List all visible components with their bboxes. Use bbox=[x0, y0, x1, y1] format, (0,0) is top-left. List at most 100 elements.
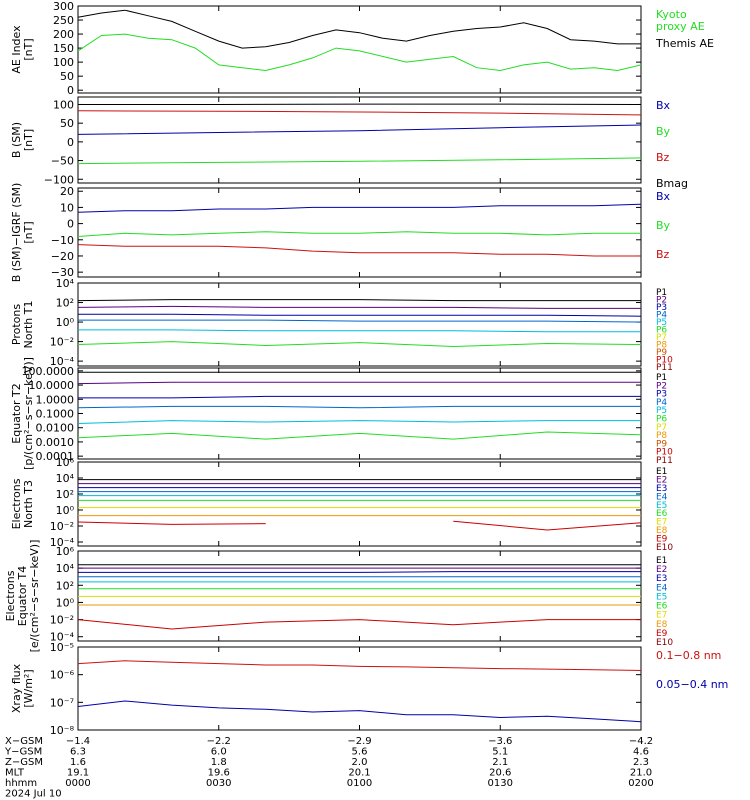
x-row-value: 0200 bbox=[628, 778, 653, 789]
y-tick-label: 10⁻⁴ bbox=[50, 355, 75, 368]
series-line-e3 bbox=[78, 571, 641, 573]
x-row-value: 0130 bbox=[488, 778, 513, 789]
y-tick-label: 10² bbox=[56, 488, 74, 501]
y-tick-label: 10⁶ bbox=[56, 545, 75, 558]
series-line-p5 bbox=[77, 420, 641, 424]
x-row-label: hhmm bbox=[5, 778, 37, 789]
panel-3: −30 −20 −10 0 10 20 B (SM)−IGRF (SM) [nT] Bx By Bz bbox=[10, 183, 671, 283]
y-axis-label: B (SM)−IGRF (SM) bbox=[10, 183, 23, 283]
y-tick-label: 0 bbox=[67, 136, 74, 149]
x-row-value: 1.8 bbox=[211, 757, 227, 768]
legend-entry: P7 bbox=[656, 423, 667, 433]
legend-entry: P7 bbox=[656, 333, 667, 343]
y-axis-label: Electrons bbox=[10, 478, 23, 529]
series-line-p6 bbox=[77, 341, 642, 348]
legend-entry: Bz bbox=[656, 151, 670, 164]
y-tick-label: 10⁰ bbox=[56, 596, 75, 609]
legend-entry: E4 bbox=[656, 583, 668, 593]
y-tick-label: −50 bbox=[51, 155, 74, 168]
legend-entry: E2 bbox=[656, 565, 667, 575]
x-row-value: 20.1 bbox=[348, 768, 370, 779]
y-tick-label: 10.0000 bbox=[29, 379, 75, 392]
y-axis-label: North T3 bbox=[22, 480, 35, 528]
series-line-e9 bbox=[77, 619, 641, 630]
y-tick-label: 10² bbox=[56, 297, 74, 310]
y-axis-label: [nT] bbox=[22, 129, 35, 151]
panel-7: 10⁻⁴ 10⁻² 10⁰ 10² 10⁴ 10⁶ Electrons Equator T4[… bbox=[4, 540, 673, 653]
legend-entry: P8 bbox=[656, 341, 667, 351]
x-row-value: 4.6 bbox=[633, 747, 649, 758]
y-tick-label: 50 bbox=[60, 70, 74, 83]
y-tick-label: 10⁻² bbox=[50, 520, 74, 533]
legend-entry: E5 bbox=[656, 592, 667, 602]
legend-entry: E9 bbox=[656, 535, 668, 545]
panel-2: −100 −50 0 50 100 B (SM) [nT] Bx By Bz Bmag bbox=[10, 96, 688, 190]
legend-entry: P3 bbox=[656, 390, 667, 400]
y-tick-label: 300 bbox=[53, 0, 74, 13]
legend-entry: E8 bbox=[656, 526, 668, 536]
panel-frame bbox=[77, 96, 642, 184]
y-tick-label: 20 bbox=[60, 185, 74, 198]
legend-entry: P1 bbox=[656, 373, 667, 383]
y-tick-label: −30 bbox=[51, 266, 74, 279]
y-tick-label: 10⁻⁸ bbox=[50, 724, 75, 737]
y-tick-label: 10⁻² bbox=[50, 614, 74, 627]
y-tick-label: 250 bbox=[53, 14, 74, 27]
series-line-p5 bbox=[78, 329, 641, 333]
y-axis-label: Equator T4 bbox=[16, 566, 29, 626]
legend-entry: By bbox=[656, 125, 671, 138]
y-axis-label: B (SM) bbox=[10, 122, 23, 158]
series-line-bx bbox=[77, 203, 642, 213]
y-tick-label: 10⁰ bbox=[56, 316, 75, 329]
legend-entry: P9 bbox=[656, 348, 667, 358]
legend-entry: E7 bbox=[656, 611, 667, 621]
legend-entry: E1 bbox=[656, 556, 667, 566]
x-row-value: 6.3 bbox=[70, 747, 86, 758]
y-tick-label: 10⁻⁵ bbox=[50, 641, 74, 654]
panel-8: 10⁻⁸ 10⁻⁷ 10⁻⁶ 10⁻⁵ Xray flux [W/m²] 0.1−0.8 n… bbox=[10, 641, 728, 737]
x-row-value: 2.1 bbox=[492, 757, 508, 768]
y-tick-label: −20 bbox=[51, 250, 74, 263]
panel-4: 10⁻⁴ 10⁻² 10⁰ 10² 10⁴ Protons North T1 P1P2P3P4… bbox=[10, 277, 673, 373]
series-line-p4 bbox=[77, 405, 641, 409]
legend-entry: E1 bbox=[656, 467, 667, 477]
legend-entry: P2 bbox=[656, 381, 667, 391]
legend-entry: By bbox=[656, 219, 671, 232]
x-row-value: 0100 bbox=[347, 778, 372, 789]
panel-frame bbox=[77, 282, 642, 367]
y-tick-label: 10⁻² bbox=[50, 336, 74, 349]
legend-entry: E3 bbox=[656, 484, 667, 494]
y-tick-label: 10⁻⁷ bbox=[50, 696, 74, 709]
y-axis-label: [p/(cm²−s−sr−keV)] bbox=[22, 357, 35, 470]
x-row-value: 19.1 bbox=[67, 768, 89, 779]
legend-entry: Bmag bbox=[656, 177, 688, 190]
legend-entry: P3 bbox=[656, 303, 667, 313]
x-row-value: −1.4 bbox=[66, 736, 90, 747]
y-axis-label: [nT] bbox=[22, 221, 35, 243]
y-tick-label: 100.0000 bbox=[22, 365, 75, 378]
x-row-value: 1.6 bbox=[70, 757, 86, 768]
series-line-p6 bbox=[77, 431, 642, 440]
legend-entry: E10 bbox=[656, 543, 673, 553]
x-row-value: 5.1 bbox=[492, 747, 508, 758]
legend-entry: E8 bbox=[656, 620, 668, 630]
x-row-value: 2.3 bbox=[633, 757, 649, 768]
legend-entry: Kyoto bbox=[656, 8, 687, 21]
x-row-label: Z−GSM bbox=[5, 757, 43, 768]
y-tick-label: 10⁻⁶ bbox=[50, 669, 75, 682]
legend-entry: Themis AE bbox=[655, 37, 714, 50]
legend-entry: P1 bbox=[656, 288, 667, 298]
legend-entry: E7 bbox=[656, 518, 667, 528]
y-tick-label: 100 bbox=[53, 56, 74, 69]
legend-entry: P11 bbox=[656, 363, 673, 373]
legend-entry: Bx bbox=[656, 99, 671, 112]
y-tick-label: 10⁰ bbox=[56, 504, 75, 517]
y-axis-label: Xray flux bbox=[10, 663, 23, 713]
x-row-value: −4.2 bbox=[629, 736, 653, 747]
panel-frame bbox=[77, 646, 642, 731]
y-tick-label: 10⁻⁴ bbox=[50, 536, 75, 549]
legend-entry: P9 bbox=[656, 439, 667, 449]
x-row-value: 0000 bbox=[65, 778, 90, 789]
